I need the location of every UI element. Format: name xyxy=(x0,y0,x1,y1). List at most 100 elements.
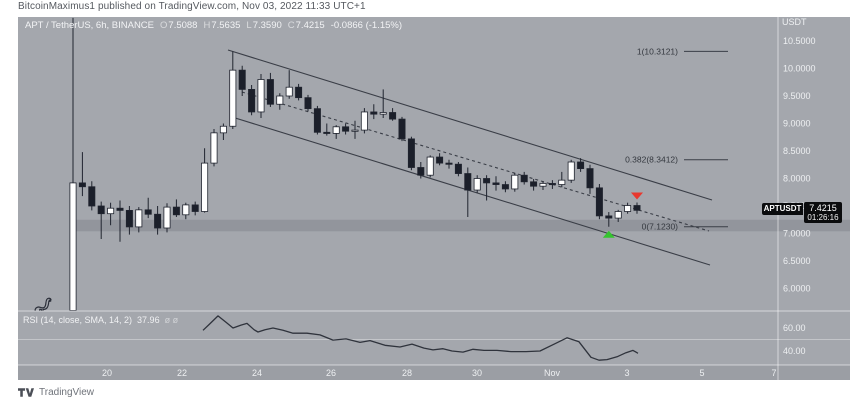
candle-body xyxy=(304,97,312,110)
candle-body xyxy=(285,86,293,97)
time-tick-label: 22 xyxy=(177,368,187,378)
last-price-badge: 7.4215 01:26:16 xyxy=(804,202,842,223)
candle-body xyxy=(182,204,190,216)
legend-symbol: APT / TetherUS, 6h, BINANCE xyxy=(25,20,155,31)
time-axis-strip xyxy=(18,365,850,380)
candle-body xyxy=(530,181,538,187)
candle-body xyxy=(351,129,359,132)
last-price-symbol-badge: APTUSDT xyxy=(762,203,803,215)
candle-body xyxy=(116,207,124,211)
legend-ohlc: O7.5088 H7.5635 L7.3590 C7.4215 xyxy=(154,20,325,31)
price-tick-label: 6.5000 xyxy=(783,256,811,266)
candle-body xyxy=(172,206,180,216)
candle-body xyxy=(135,209,143,228)
candle-body xyxy=(323,131,331,134)
price-tick-label: 10.5000 xyxy=(783,36,816,46)
candle-body xyxy=(313,108,321,133)
support-zone-band xyxy=(75,219,850,232)
chart-background xyxy=(18,17,850,380)
legend-ohlc-value: 7.5088 xyxy=(168,20,198,31)
publish-bar: BitcoinMaximus1 published on TradingView… xyxy=(18,1,366,12)
main-price-panel: 1(10.3121) 0.382(8.3412) 0(7.1230) xyxy=(34,17,728,311)
candle-body xyxy=(445,162,453,165)
buy-marker-icon xyxy=(602,230,615,238)
tradingview-logo-icon xyxy=(18,387,34,397)
time-tick-label: 3 xyxy=(624,368,629,378)
candle-body xyxy=(605,215,613,219)
candle-body xyxy=(511,174,519,190)
legend-change: -0.0866 (-1.15%) xyxy=(330,20,402,31)
legend-ohlc-key: H xyxy=(203,20,211,31)
price-tick-label: 8.5000 xyxy=(783,146,811,156)
candle-body xyxy=(483,178,491,184)
candle-body xyxy=(107,207,115,215)
candle-body xyxy=(586,168,594,189)
candle-body xyxy=(248,89,256,113)
bar-countdown-timer: 01:26:16 xyxy=(807,213,839,222)
candlestick-series xyxy=(69,17,641,311)
footer-brand-link[interactable]: TradingView xyxy=(39,387,95,398)
candle-body xyxy=(332,126,340,134)
time-tick-label: 7 xyxy=(771,368,776,378)
candle-body xyxy=(360,111,368,131)
price-tick-label: 9.5000 xyxy=(783,91,811,101)
candle-body xyxy=(88,186,96,207)
candle-body xyxy=(577,161,585,169)
price-axis-unit-label: USDT xyxy=(782,17,807,27)
price-tick-label: 6.0000 xyxy=(783,284,811,294)
candle-body xyxy=(624,205,632,212)
time-tick-label: Nov xyxy=(544,368,561,378)
fib-level-label: 0.382(8.3412) xyxy=(625,155,678,165)
chart-legend: APT / TetherUS, 6h, BINANCE O7.5088 H7.563… xyxy=(25,20,402,31)
candle-body xyxy=(238,69,246,90)
candle-body xyxy=(614,211,622,219)
rsi-tick-label: 40.00 xyxy=(783,346,806,356)
candle-body xyxy=(191,204,199,212)
candle-body xyxy=(595,187,603,217)
candle-body xyxy=(163,206,171,229)
time-tick-label: 24 xyxy=(252,368,262,378)
rsi-value: 37.96 xyxy=(137,315,160,325)
price-tick-label: 8.0000 xyxy=(783,174,811,184)
price-tick-label: 7.0000 xyxy=(783,229,811,239)
candle-body xyxy=(398,118,406,140)
time-tick-label: 28 xyxy=(402,368,412,378)
legend-ohlc-value: 7.5635 xyxy=(211,20,241,31)
legend-ohlc-value: 7.4215 xyxy=(295,20,325,31)
channel-upper-line xyxy=(227,49,713,201)
candle-body xyxy=(69,182,77,311)
candle-body xyxy=(201,162,209,212)
candle-body xyxy=(539,183,547,187)
rsi-line xyxy=(202,315,639,361)
price-tick-label: 10.0000 xyxy=(783,64,816,74)
time-tick-label: 26 xyxy=(326,368,336,378)
candle-body xyxy=(633,205,641,211)
candle-body xyxy=(229,69,237,127)
candle-body xyxy=(276,95,284,105)
time-tick-label: 20 xyxy=(102,368,112,378)
candle-body xyxy=(295,86,303,99)
candle-body xyxy=(567,161,575,181)
sell-marker-icon xyxy=(631,192,643,200)
candle-body xyxy=(342,126,350,132)
dinosaur-doodle-icon xyxy=(34,297,52,311)
candle-body xyxy=(154,213,162,229)
candle-body xyxy=(257,79,265,113)
fib-level-label: 1(10.3121) xyxy=(637,46,678,56)
legend-ohlc-key: C xyxy=(287,20,295,31)
candle-body xyxy=(125,209,133,228)
time-tick-label: 5 xyxy=(699,368,704,378)
candle-body xyxy=(210,132,218,164)
candle-body xyxy=(464,173,472,191)
candle-body xyxy=(454,163,462,174)
candle-body xyxy=(417,167,425,176)
candle-body xyxy=(97,205,105,215)
legend-ohlc-key: O xyxy=(160,20,168,31)
candle-body xyxy=(219,125,227,134)
rsi-hidden-values: ø ø xyxy=(164,315,179,325)
candle-body xyxy=(144,209,152,215)
candle-body xyxy=(501,184,509,190)
candle-body xyxy=(266,79,274,105)
legend-ohlc-key: L xyxy=(246,20,252,31)
